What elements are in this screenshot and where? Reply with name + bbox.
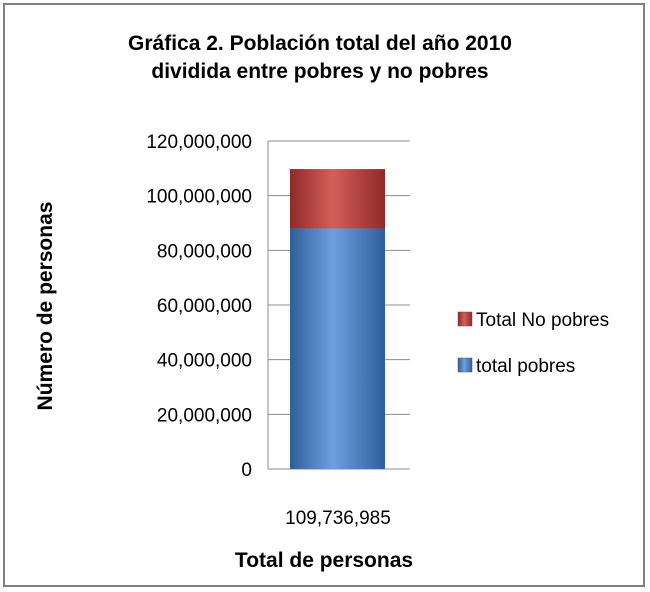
bar-segment-total-no-pobres (290, 169, 385, 229)
y-axis-ticks: 0 20,000,000 40,000,000 60,000,000 80,000,00… (146, 132, 252, 481)
chart-title: Gráfica 2. Población total del año 2010 … (40, 30, 600, 86)
x-category-label: 109,736,985 (285, 508, 391, 529)
y-axis-title: Número de personas (34, 202, 57, 411)
legend-label: total pobres (476, 356, 575, 377)
bar-segment-total-pobres (290, 228, 385, 469)
y-tick-label: 60,000,000 (157, 296, 252, 317)
legend: Total No pobres total pobres (457, 310, 609, 377)
y-tick-label: 20,000,000 (157, 405, 252, 426)
y-tick-label: 100,000,000 (146, 187, 252, 208)
y-tick-label: 0 (241, 460, 252, 481)
chart-title-line-1: Gráfica 2. Población total del año 2010 (128, 32, 512, 55)
legend-swatch (457, 357, 473, 373)
chart-title-line-2: dividida entre pobres y no pobres (151, 60, 489, 83)
bars (290, 169, 385, 469)
legend-swatch (457, 311, 473, 327)
x-axis-title: Total de personas (235, 549, 413, 572)
y-tick-label: 80,000,000 (157, 241, 252, 262)
y-tick-label: 120,000,000 (146, 132, 252, 153)
y-tick-label: 40,000,000 (157, 351, 252, 372)
legend-label: Total No pobres (476, 310, 609, 331)
